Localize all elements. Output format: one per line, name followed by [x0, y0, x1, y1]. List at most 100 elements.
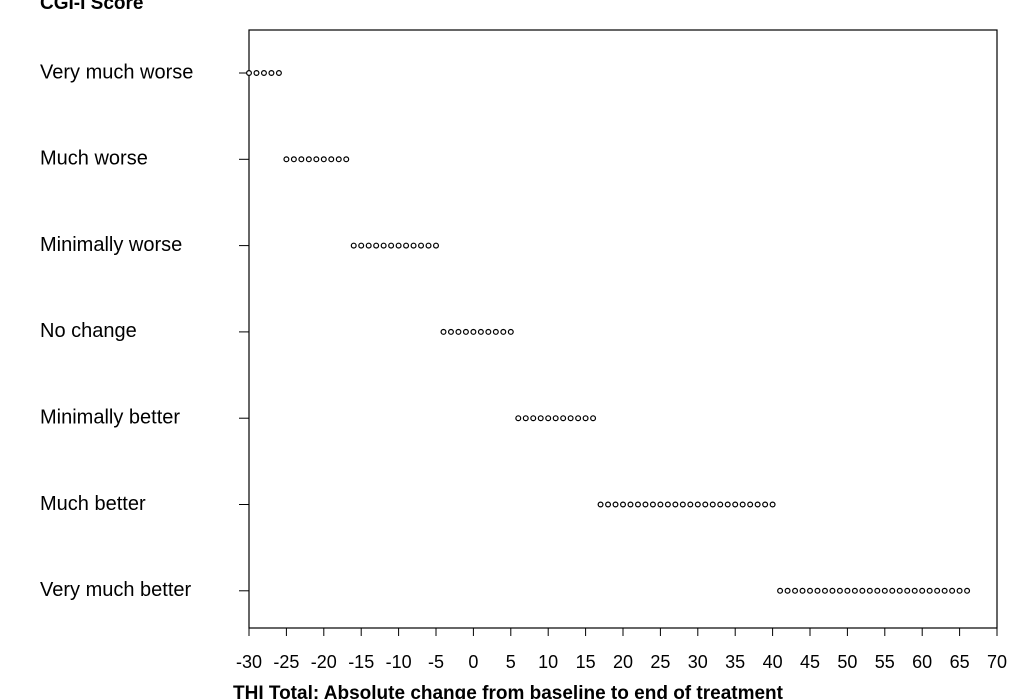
- data-point: [649, 501, 656, 508]
- data-point: [941, 587, 948, 594]
- data-point: [911, 587, 918, 594]
- data-point: [462, 328, 469, 335]
- data-point: [896, 587, 903, 594]
- data-point: [694, 501, 701, 508]
- data-point: [889, 587, 896, 594]
- data-point: [769, 501, 776, 508]
- data-point: [260, 69, 267, 76]
- data-point: [627, 501, 634, 508]
- data-point: [305, 156, 312, 163]
- data-point: [814, 587, 821, 594]
- data-point: [335, 156, 342, 163]
- data-point: [500, 328, 507, 335]
- data-point: [642, 501, 649, 508]
- data-point: [530, 415, 537, 422]
- data-point: [253, 69, 260, 76]
- data-point: [447, 328, 454, 335]
- data-point: [477, 328, 484, 335]
- data-point: [246, 69, 253, 76]
- data-point: [672, 501, 679, 508]
- data-point: [709, 501, 716, 508]
- data-point: [799, 587, 806, 594]
- data-point: [702, 501, 709, 508]
- data-point: [732, 501, 739, 508]
- data-point: [597, 501, 604, 508]
- data-point: [515, 415, 522, 422]
- data-point: [687, 501, 694, 508]
- data-point: [829, 587, 836, 594]
- data-point: [507, 328, 514, 335]
- data-point: [485, 328, 492, 335]
- data-point: [926, 587, 933, 594]
- x-tick-label: -15: [348, 652, 374, 672]
- data-point: [395, 242, 402, 249]
- data-point: [320, 156, 327, 163]
- data-point: [754, 501, 761, 508]
- x-tick-label: -25: [273, 652, 299, 672]
- data-point: [612, 501, 619, 508]
- data-point: [283, 156, 290, 163]
- data-point: [784, 587, 791, 594]
- x-tick-label: 50: [837, 652, 857, 672]
- data-point: [425, 242, 432, 249]
- y-tick-label: Minimally worse: [40, 234, 182, 256]
- data-point: [470, 328, 477, 335]
- data-point: [679, 501, 686, 508]
- data-point: [739, 501, 746, 508]
- x-tick-label: 40: [763, 652, 783, 672]
- data-point: [717, 501, 724, 508]
- data-point: [904, 587, 911, 594]
- data-point: [537, 415, 544, 422]
- data-point: [560, 415, 567, 422]
- x-tick-label: 55: [875, 652, 895, 672]
- data-point: [747, 501, 754, 508]
- data-point: [777, 587, 784, 594]
- data-point: [403, 242, 410, 249]
- data-point: [373, 242, 380, 249]
- data-point: [949, 587, 956, 594]
- data-point: [619, 501, 626, 508]
- y-tick-label: Minimally better: [40, 406, 180, 428]
- data-point: [275, 69, 282, 76]
- data-point: [365, 242, 372, 249]
- y-tick-label: No change: [40, 320, 137, 342]
- x-tick-label: 5: [506, 652, 516, 672]
- data-point: [919, 587, 926, 594]
- data-point: [634, 501, 641, 508]
- data-point: [881, 587, 888, 594]
- data-point: [418, 242, 425, 249]
- data-point: [455, 328, 462, 335]
- data-point: [821, 587, 828, 594]
- x-tick-label: 25: [650, 652, 670, 672]
- x-tick-label: 15: [576, 652, 596, 672]
- data-point: [836, 587, 843, 594]
- x-tick-label: 35: [725, 652, 745, 672]
- data-point: [859, 587, 866, 594]
- data-point: [268, 69, 275, 76]
- data-point: [358, 242, 365, 249]
- data-point: [657, 501, 664, 508]
- data-point: [582, 415, 589, 422]
- data-point: [343, 156, 350, 163]
- x-tick-label: -30: [236, 652, 262, 672]
- data-point: [934, 587, 941, 594]
- x-tick-label: 45: [800, 652, 820, 672]
- y-tick-label: Very much worse: [40, 61, 193, 83]
- data-point: [298, 156, 305, 163]
- data-point: [956, 587, 963, 594]
- x-tick-label: 60: [912, 652, 932, 672]
- data-point: [410, 242, 417, 249]
- data-point: [552, 415, 559, 422]
- data-point: [350, 242, 357, 249]
- data-point: [874, 587, 881, 594]
- x-tick-label: 0: [468, 652, 478, 672]
- data-point: [792, 587, 799, 594]
- data-point: [492, 328, 499, 335]
- x-axis-label: THI Total: Absolute change from baseline…: [233, 683, 784, 699]
- data-point: [545, 415, 552, 422]
- data-point: [522, 415, 529, 422]
- data-point: [328, 156, 335, 163]
- data-point: [388, 242, 395, 249]
- data-point: [866, 587, 873, 594]
- data-point: [380, 242, 387, 249]
